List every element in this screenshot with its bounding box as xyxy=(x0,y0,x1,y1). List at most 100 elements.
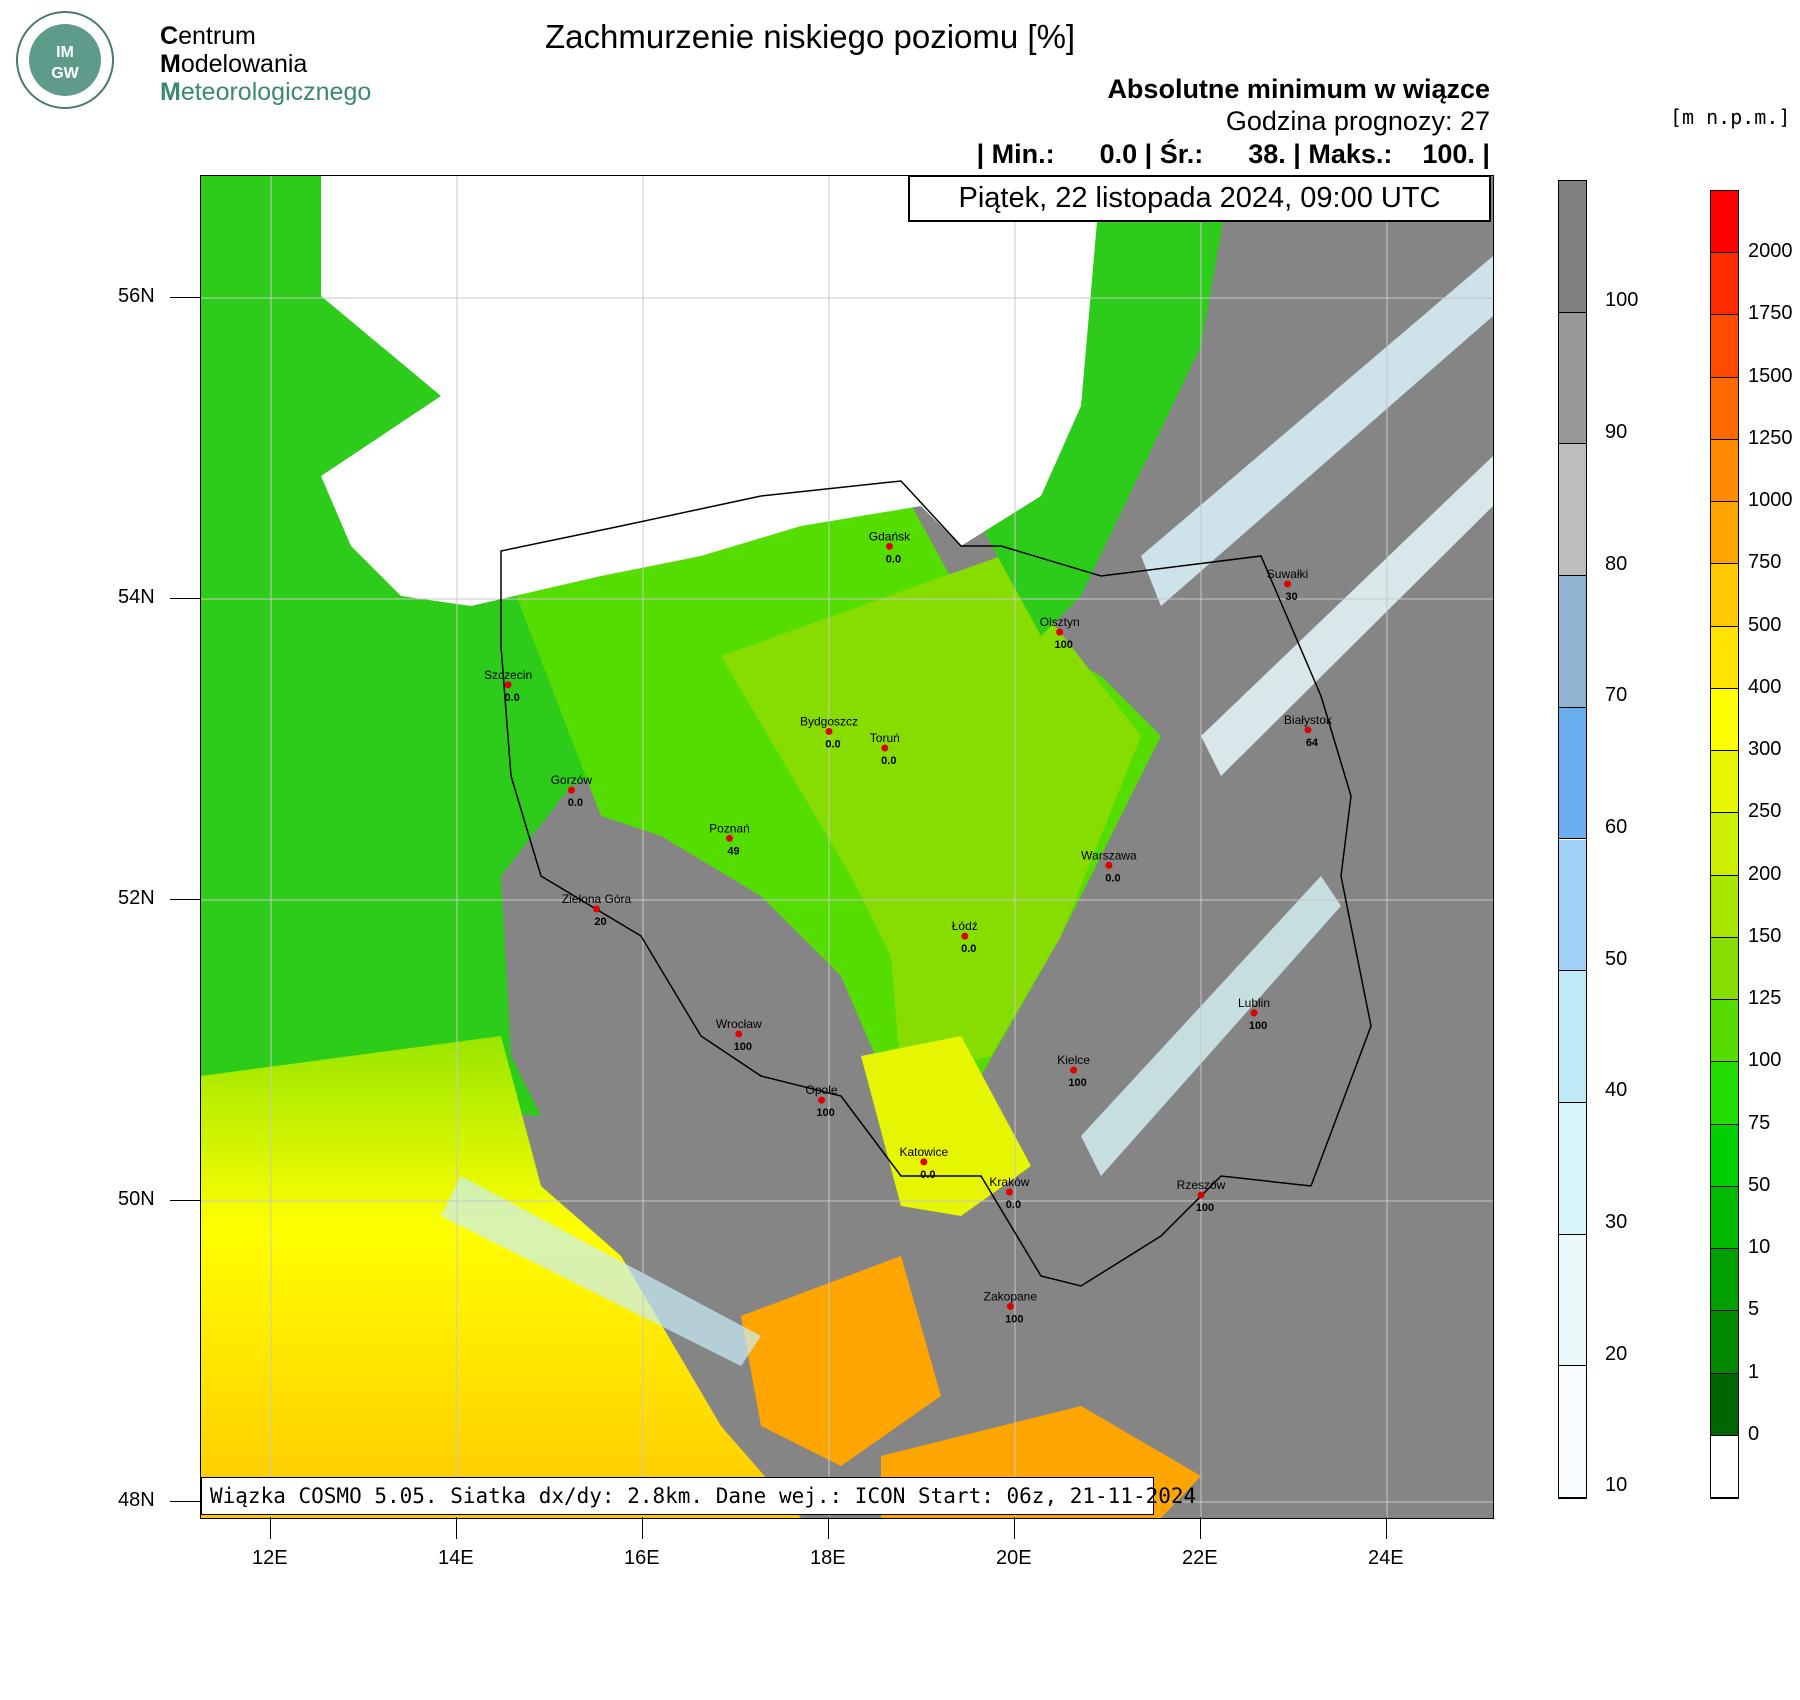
map-title: Zachmurzenie niskiego poziomu [%] xyxy=(545,18,1076,55)
city-name: Warszawa xyxy=(1081,848,1137,862)
terrain-height-colorbar xyxy=(1710,190,1739,1499)
colorbar-segment xyxy=(1711,1435,1738,1498)
units-label: [m n.p.m.] xyxy=(1670,105,1791,129)
longitude-label: 24E xyxy=(1368,1547,1404,1569)
colorbar-label: 60 xyxy=(1605,815,1628,838)
city-name: Zielona Góra xyxy=(562,892,632,906)
city-dot xyxy=(885,542,893,550)
city-name: Kraków xyxy=(989,1175,1029,1189)
city-marker: Białystok 64 xyxy=(1284,713,1333,749)
city-marker: Zielona Góra 20 xyxy=(562,892,632,928)
city-marker: Toruń 0.0 xyxy=(870,731,900,767)
valid-date-box: Piątek, 22 listopada 2024, 09:00 UTC xyxy=(908,175,1491,222)
longitude-label: 16E xyxy=(624,1547,660,1569)
city-name: Opole xyxy=(806,1083,838,1097)
city-value: 100 xyxy=(1005,1313,1023,1325)
colorbar-label: 10 xyxy=(1605,1474,1628,1497)
city-marker: Rzeszów 100 xyxy=(1177,1178,1226,1214)
colorbar-segment xyxy=(1711,1000,1738,1063)
city-value: 30 xyxy=(1285,591,1297,603)
longitude-label: 18E xyxy=(810,1547,846,1569)
colorbar-segment xyxy=(1711,813,1738,876)
city-marker: Katowice 0.0 xyxy=(900,1145,949,1181)
cloud-streak-3 xyxy=(1081,876,1341,1176)
colorbar-segment xyxy=(1559,839,1586,972)
city-marker: Kielce 100 xyxy=(1057,1053,1090,1089)
latitude-tick xyxy=(170,899,200,900)
latitude-label: 50N xyxy=(118,1188,155,1210)
southwest-warm-area xyxy=(201,1036,801,1518)
colorbar-label: 1500 xyxy=(1748,364,1793,387)
colorbar-label: 1000 xyxy=(1748,489,1793,512)
city-name: Olsztyn xyxy=(1040,615,1080,629)
colorbar-segment xyxy=(1711,1062,1738,1125)
city-value: 0.0 xyxy=(881,755,896,767)
colorbar-label: 40 xyxy=(1605,1079,1628,1102)
city-marker: Bydgoszcz 0.0 xyxy=(800,714,858,750)
city-name: Katowice xyxy=(900,1145,949,1159)
map-area: Gdańsk 0.0 Suwałki 30 Olsztyn 100 Szczecin 0.0 B… xyxy=(200,175,1494,1519)
cloud-streak-1 xyxy=(1141,256,1493,606)
poland-border xyxy=(500,480,1372,1287)
latitude-tick xyxy=(170,1501,200,1502)
city-value: 64 xyxy=(1306,737,1319,749)
latitude-label: 54N xyxy=(118,586,155,608)
colorbar-segment xyxy=(1711,626,1738,689)
latitude-tick xyxy=(170,1200,200,1201)
city-dot xyxy=(1056,628,1064,636)
latitude-label: 52N xyxy=(118,887,155,909)
city-name: Kielce xyxy=(1057,1053,1090,1067)
colorbar-label: 1750 xyxy=(1748,302,1793,325)
city-name: Szczecin xyxy=(484,668,532,682)
city-dot xyxy=(1250,1009,1258,1017)
svg-text:IM: IM xyxy=(56,44,74,61)
central-lightgreen-area xyxy=(721,556,1141,1076)
longitude-tick xyxy=(270,1517,271,1539)
colorbar-segment xyxy=(1711,439,1738,503)
city-marker: Łódź 0.0 xyxy=(952,919,978,955)
city-dot xyxy=(825,727,833,735)
city-value: 100 xyxy=(1054,639,1072,651)
colorbar-label: 1250 xyxy=(1748,426,1793,449)
longitude-tick xyxy=(828,1517,829,1539)
city-name: Zakopane xyxy=(984,1289,1038,1303)
colorbar-segment xyxy=(1559,576,1586,708)
colorbar-label: 100 xyxy=(1605,289,1639,312)
city-marker: Suwałki 30 xyxy=(1267,567,1308,603)
colorbar-label: 200 xyxy=(1748,862,1782,885)
colorbar-segment xyxy=(1711,688,1738,752)
colorbar-segment xyxy=(1711,191,1738,254)
city-dot xyxy=(1070,1066,1078,1074)
colorbar-label: 750 xyxy=(1748,551,1782,574)
city-marker: Gorzów 0.0 xyxy=(551,773,593,809)
colorbar-label: 100 xyxy=(1748,1049,1782,1072)
colorbar-segment xyxy=(1711,564,1738,627)
subtitle-minimum: Absolutne minimum w wiązce xyxy=(1107,74,1490,104)
city-value: 0.0 xyxy=(886,553,901,565)
silesia-yellow-area xyxy=(861,1036,1031,1216)
colorbar-label: 10 xyxy=(1748,1236,1771,1259)
imgw-badge-icon: IM GW xyxy=(16,11,114,109)
colorbar-label: 150 xyxy=(1748,924,1782,947)
baltic-sea xyxy=(321,176,1101,606)
logo-line-modelowania: Modelowania xyxy=(160,50,308,78)
city-dot xyxy=(1283,580,1291,588)
city-dot xyxy=(818,1096,826,1104)
city-marker: Gdańsk 0.0 xyxy=(869,529,911,565)
logo-line-meteorologicznego: Meteorologicznego xyxy=(160,78,372,106)
colorbar-segment xyxy=(1559,312,1586,445)
longitude-tick xyxy=(456,1517,457,1539)
city-dot xyxy=(567,786,575,794)
city-marker: Warszawa 0.0 xyxy=(1081,848,1137,884)
cloud-streak-2 xyxy=(1201,456,1493,776)
colorbar-label: 75 xyxy=(1748,1111,1771,1134)
colorbar-label: 2000 xyxy=(1748,240,1793,263)
latitude-label: 56N xyxy=(118,285,155,307)
colorbar-segment xyxy=(1711,875,1738,938)
colorbar-segment xyxy=(1711,377,1738,440)
colorbar-label: 50 xyxy=(1748,1173,1771,1196)
subtitle-forecast-hour: Godzina prognozy: 27 xyxy=(1225,106,1490,136)
colorbar-segment xyxy=(1711,315,1738,378)
